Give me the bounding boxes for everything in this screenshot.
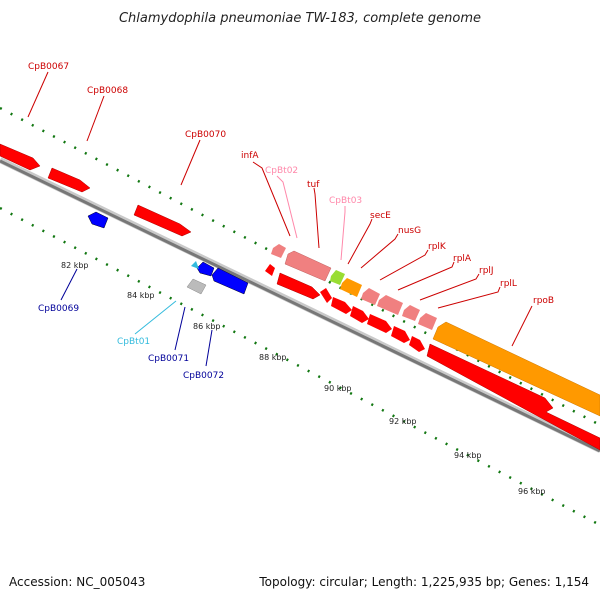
gene-red-arrow-4[interactable] xyxy=(350,306,369,323)
gene-rplA-block[interactable] xyxy=(418,313,437,330)
tick-label-96kbp: 96 kbp xyxy=(518,487,546,496)
gene-labels: CpB0067 CpB0068 CpB0070 infA CpBt02 tuf … xyxy=(28,62,554,381)
gene-cpb0070-arrow[interactable] xyxy=(133,204,192,237)
outer-tick-ring xyxy=(0,106,600,427)
gene-red-long[interactable] xyxy=(426,343,600,451)
label-cpbt02[interactable]: CpBt02 xyxy=(265,166,298,176)
gene-secE-block[interactable] xyxy=(361,288,380,305)
genome-summary-text: Topology: circular; Length: 1,225,935 bp… xyxy=(258,575,589,589)
label-cpbt03[interactable]: CpBt03 xyxy=(329,196,362,206)
label-leader-lines xyxy=(27,71,533,367)
label-cpbt01[interactable]: CpBt01 xyxy=(117,337,150,347)
gene-cpb0068-arrow[interactable] xyxy=(47,167,91,193)
tick-label-84kbp: 84 kbp xyxy=(127,291,155,300)
position-tick-labels: 82 kbp 84 kbp 86 kbp 88 kbp 90 kbp 92 kb… xyxy=(61,261,546,496)
gene-tuf-arrow[interactable] xyxy=(276,272,321,300)
accession-text: Accession: NC_005043 xyxy=(9,575,145,589)
operon-outer-row xyxy=(271,244,600,417)
reverse-strand-genes xyxy=(87,211,249,295)
gene-cpbt03-green[interactable] xyxy=(330,270,345,285)
gene-orange-small[interactable] xyxy=(340,278,362,297)
gene-red-arrow-6[interactable] xyxy=(391,326,410,343)
gene-cpb0069-arrow[interactable] xyxy=(87,211,109,229)
tick-label-86kbp: 86 kbp xyxy=(193,322,221,331)
label-cpb0068[interactable]: CpB0068 xyxy=(87,86,128,96)
map-title: Chlamydophila pneumoniae TW-183, complet… xyxy=(119,11,481,26)
tick-label-90kbp: 90 kbp xyxy=(324,384,352,393)
gene-infa-block[interactable] xyxy=(271,244,286,258)
label-rplk[interactable]: rplK xyxy=(428,242,447,252)
gene-rplK-block[interactable] xyxy=(402,305,420,321)
operon-inner-row xyxy=(265,264,600,451)
label-rpll[interactable]: rplL xyxy=(500,279,517,289)
label-nusg[interactable]: nusG xyxy=(398,226,421,236)
gene-red-arrow-7[interactable] xyxy=(409,336,425,352)
label-tuf[interactable]: tuf xyxy=(307,180,320,190)
tick-label-94kbp: 94 kbp xyxy=(454,451,482,460)
label-cpb0067[interactable]: CpB0067 xyxy=(28,62,69,72)
tick-label-82kbp: 82 kbp xyxy=(61,261,89,270)
gene-red-arrow-3[interactable] xyxy=(331,297,352,314)
label-cpb0069[interactable]: CpB0069 xyxy=(38,304,79,314)
label-rpla[interactable]: rplA xyxy=(453,254,472,264)
gene-nusG-block[interactable] xyxy=(377,295,403,315)
gene-red-small-1[interactable] xyxy=(265,264,275,276)
genome-backbone xyxy=(0,157,600,453)
label-sece[interactable]: secE xyxy=(370,211,391,221)
inner-tick-ring xyxy=(0,206,600,527)
gene-red-arrow-5[interactable] xyxy=(367,314,392,333)
gene-grey-block[interactable] xyxy=(186,278,207,295)
gene-rpob-orange[interactable] xyxy=(432,321,600,417)
gene-cpb0067-arrow[interactable] xyxy=(0,143,41,171)
label-cpb0072[interactable]: CpB0072 xyxy=(183,371,224,381)
gene-cpb0071-arrow[interactable] xyxy=(196,261,215,277)
label-infa[interactable]: infA xyxy=(241,151,259,161)
gene-cpbt01-arrow[interactable] xyxy=(191,261,199,269)
label-rpob[interactable]: rpoB xyxy=(533,296,554,306)
gene-cpb0072-arrow[interactable] xyxy=(211,267,249,295)
label-rplj[interactable]: rplJ xyxy=(479,266,494,276)
label-cpb0070[interactable]: CpB0070 xyxy=(185,130,226,140)
tick-label-88kbp: 88 kbp xyxy=(259,353,287,362)
gene-red-small-2[interactable] xyxy=(320,288,332,303)
tick-label-92kbp: 92 kbp xyxy=(389,417,417,426)
gene-cpbt02-block[interactable] xyxy=(284,250,332,282)
forward-strand-genes xyxy=(0,143,192,237)
label-cpb0071[interactable]: CpB0071 xyxy=(148,354,189,364)
